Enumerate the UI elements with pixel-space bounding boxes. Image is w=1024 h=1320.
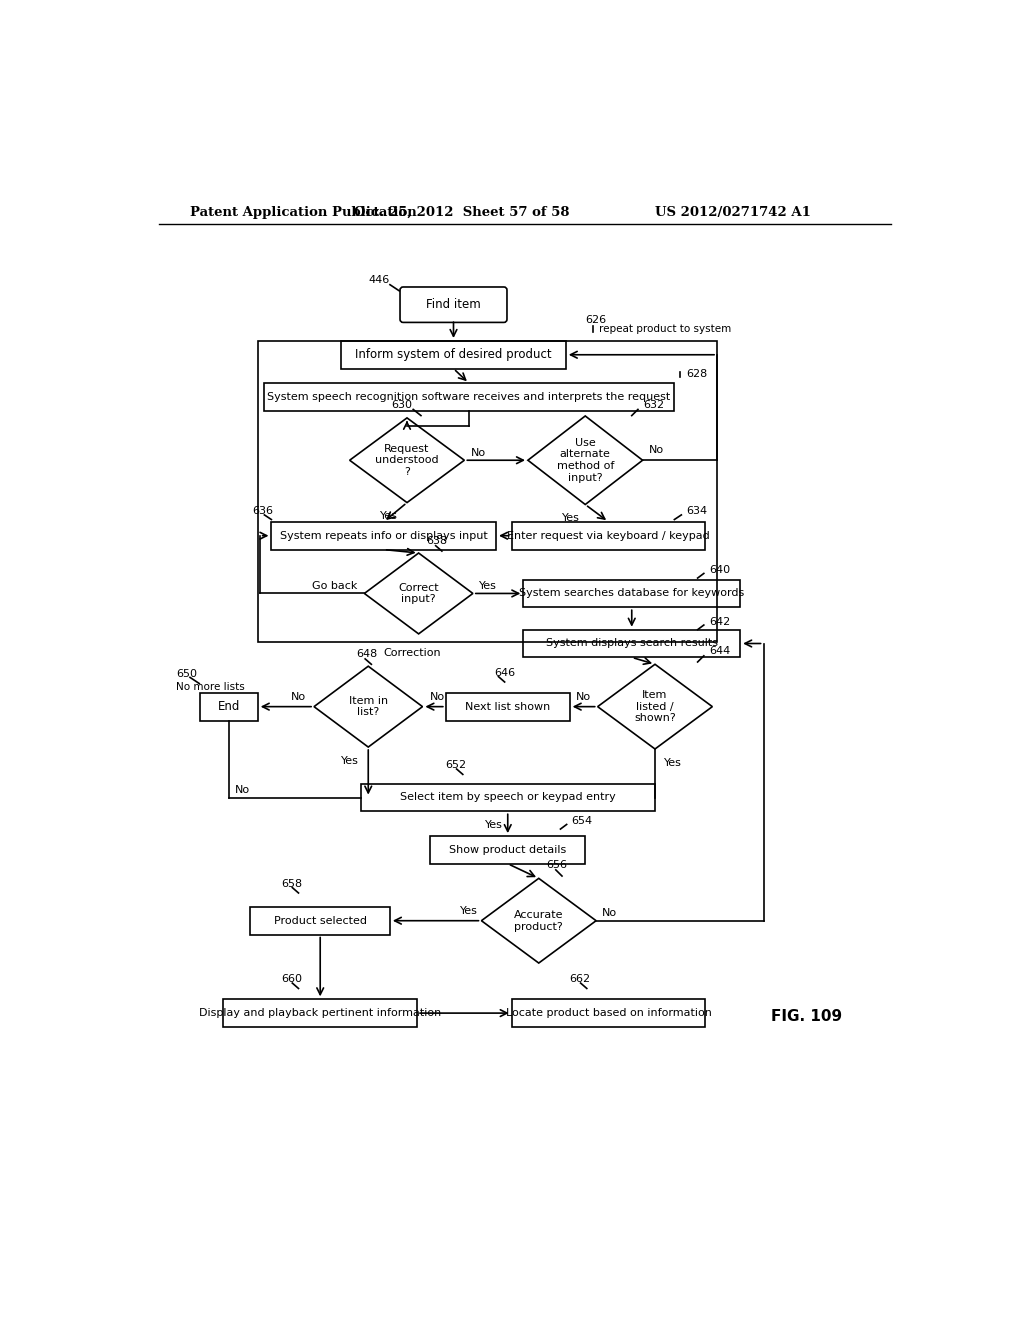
Text: 628: 628 [686, 370, 708, 379]
Bar [360, 784, 655, 812]
Text: Next list shown: Next list shown [465, 702, 550, 711]
Polygon shape [528, 416, 643, 504]
Text: System displays search results: System displays search results [546, 639, 718, 648]
Text: Yes: Yes [341, 756, 359, 766]
Text: No: No [291, 693, 306, 702]
Polygon shape [365, 553, 473, 634]
Text: Oct. 25, 2012  Sheet 57 of 58: Oct. 25, 2012 Sheet 57 of 58 [353, 206, 569, 219]
Text: 630: 630 [391, 400, 413, 409]
Text: Enter request via keyboard / keypad: Enter request via keyboard / keypad [507, 531, 710, 541]
Bar [271, 521, 496, 549]
Text: Yes: Yes [562, 513, 580, 523]
Text: 662: 662 [569, 974, 591, 985]
Polygon shape [598, 664, 713, 748]
Text: FIG. 109: FIG. 109 [771, 1010, 843, 1024]
Bar [263, 383, 675, 411]
Text: 640: 640 [710, 565, 730, 576]
Text: Select item by speech or keypad entry: Select item by speech or keypad entry [400, 792, 615, 803]
Bar [523, 579, 740, 607]
Text: 636: 636 [252, 506, 273, 516]
Text: 654: 654 [571, 816, 593, 825]
Polygon shape [349, 418, 464, 503]
Text: Request
understood
?: Request understood ? [375, 444, 439, 477]
Text: 652: 652 [445, 760, 467, 770]
Text: 656: 656 [547, 861, 567, 870]
Text: Accurate
product?: Accurate product? [514, 909, 563, 932]
Text: No: No [471, 447, 485, 458]
Text: Yes: Yes [665, 758, 682, 768]
Text: Patent Application Publication: Patent Application Publication [190, 206, 417, 219]
Text: Product selected: Product selected [273, 916, 367, 925]
Text: 446: 446 [369, 275, 389, 285]
Text: Correction: Correction [384, 648, 441, 659]
Bar [430, 836, 586, 863]
Text: System repeats info or displays input: System repeats info or displays input [280, 531, 487, 541]
Text: Find item: Find item [426, 298, 481, 312]
Bar [223, 999, 417, 1027]
Bar [523, 630, 740, 657]
Text: Locate product based on information: Locate product based on information [506, 1008, 712, 1018]
Text: repeat product to system: repeat product to system [599, 325, 731, 334]
Text: No: No [430, 693, 445, 702]
Text: End: End [217, 700, 240, 713]
Text: No: No [649, 445, 664, 454]
Text: Correct
input?: Correct input? [398, 582, 439, 605]
Text: Yes: Yes [460, 907, 477, 916]
Text: Use
alternate
method of
input?: Use alternate method of input? [557, 438, 614, 483]
Text: No: No [602, 908, 617, 917]
Text: 648: 648 [356, 649, 377, 659]
Text: System searches database for keywords: System searches database for keywords [519, 589, 744, 598]
Text: 626: 626 [586, 315, 606, 325]
Text: US 2012/0271742 A1: US 2012/0271742 A1 [654, 206, 810, 219]
Text: 646: 646 [494, 668, 515, 677]
Text: 644: 644 [710, 647, 730, 656]
Text: 632: 632 [643, 400, 665, 409]
Polygon shape [481, 878, 596, 964]
Text: 634: 634 [686, 506, 708, 516]
Text: Show product details: Show product details [450, 845, 566, 855]
Text: Display and playback pertinent information: Display and playback pertinent informati… [199, 1008, 441, 1018]
Text: Inform system of desired product: Inform system of desired product [355, 348, 552, 362]
Text: Yes: Yes [484, 820, 503, 830]
Text: 660: 660 [282, 974, 302, 985]
Bar [251, 907, 390, 935]
Bar [200, 693, 258, 721]
Text: System speech recognition software receives and interprets the request: System speech recognition software recei… [267, 392, 671, 403]
Text: No: No [575, 693, 591, 702]
Text: Yes: Yes [479, 581, 497, 591]
Bar [341, 341, 566, 368]
Text: No more lists: No more lists [176, 681, 245, 692]
Bar [512, 521, 706, 549]
Text: Item
listed /
shown?: Item listed / shown? [634, 690, 676, 723]
Text: Go back: Go back [311, 581, 357, 591]
Text: 658: 658 [282, 879, 302, 888]
Text: Yes: Yes [380, 511, 397, 521]
Text: 642: 642 [710, 616, 730, 627]
Text: 638: 638 [426, 536, 447, 546]
Text: Item in
list?: Item in list? [349, 696, 388, 718]
Polygon shape [314, 667, 423, 747]
Bar [258, 341, 717, 642]
Text: No: No [234, 785, 250, 795]
FancyBboxPatch shape [400, 286, 507, 322]
Text: 650: 650 [176, 669, 197, 680]
Bar [512, 999, 706, 1027]
Bar [445, 693, 569, 721]
